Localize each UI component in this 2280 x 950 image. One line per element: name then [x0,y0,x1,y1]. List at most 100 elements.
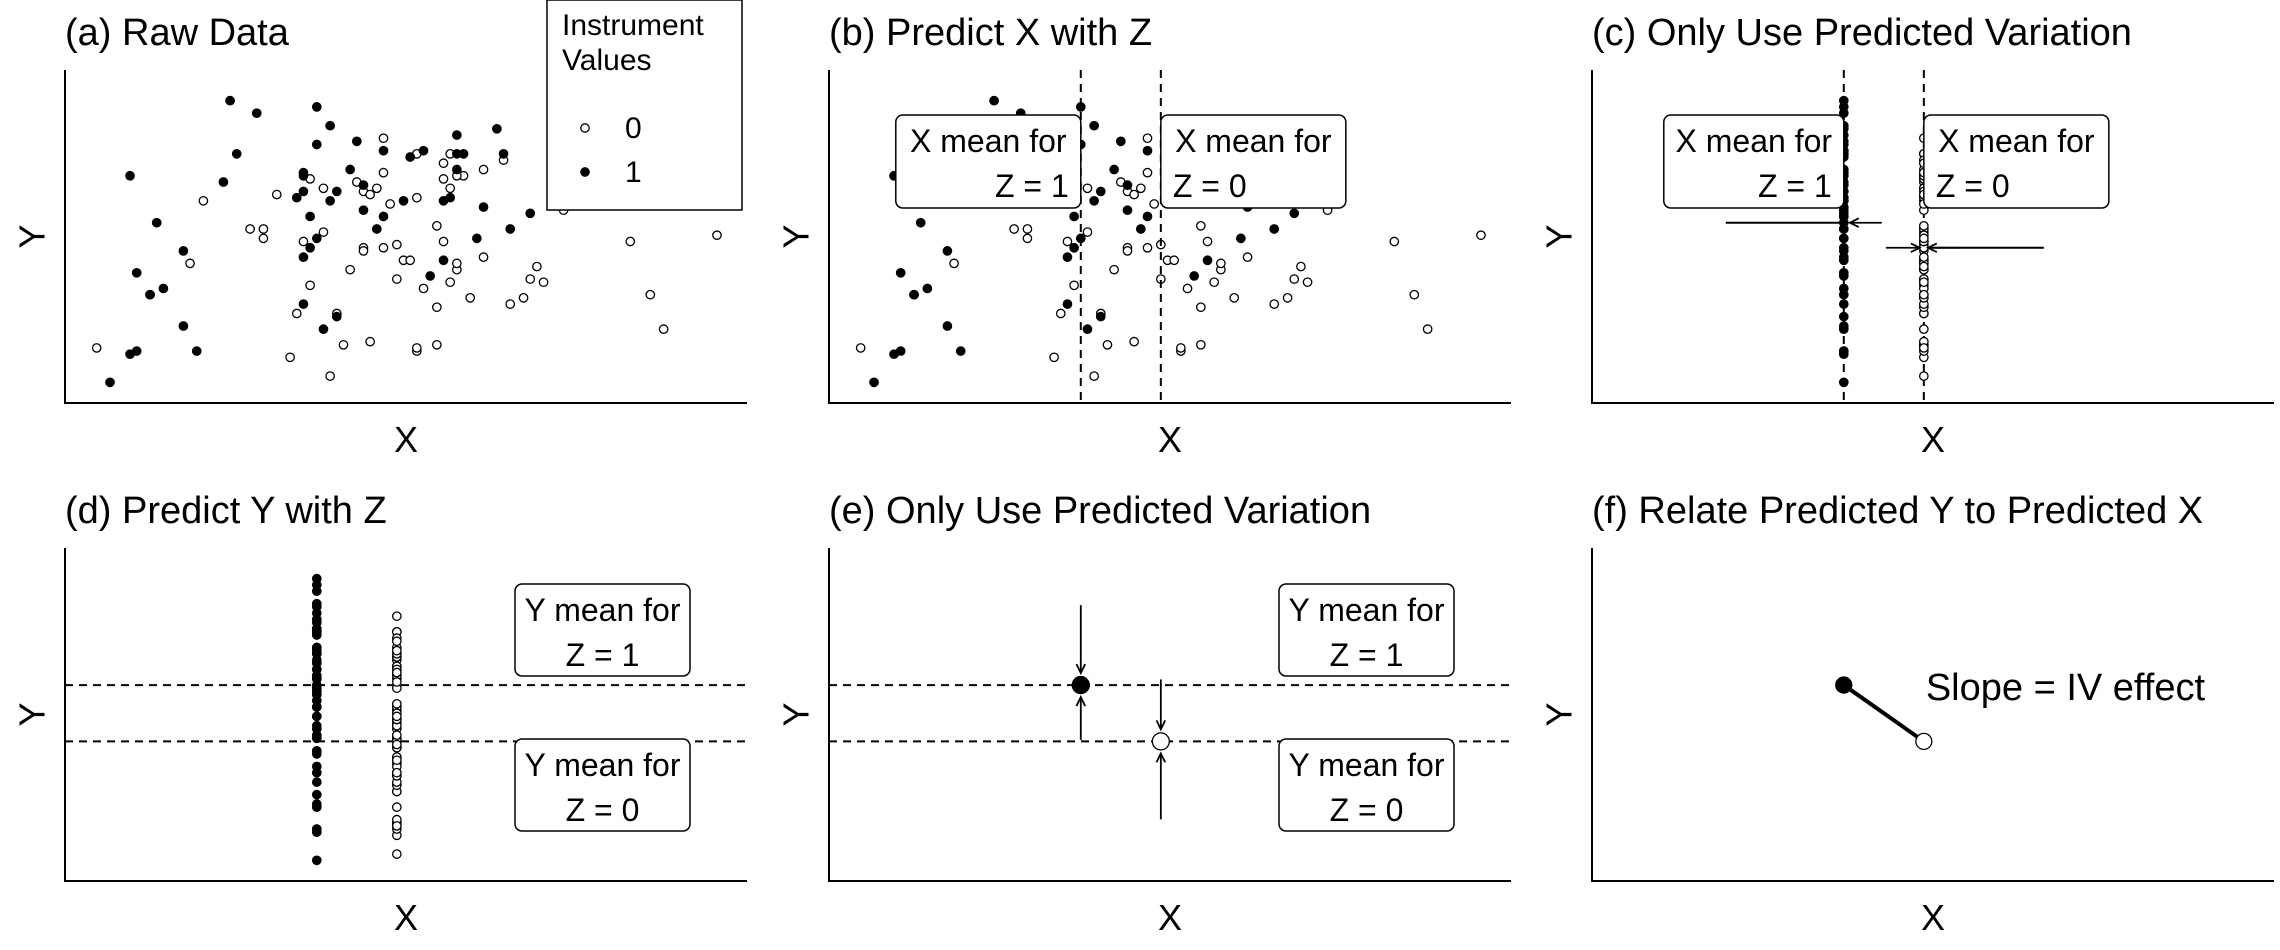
annotation-line: Y mean for [1289,747,1445,783]
panel-c: (c) Only Use Predicted Variation X Y X mean… [1539,12,2274,460]
data-point-z0 [532,261,542,272]
data-point-z1 [218,177,229,187]
slope-line [1842,683,1925,744]
data-point-z0 [505,299,516,309]
y-axis-label: Y [1539,224,1580,248]
data-point-z1 [145,289,155,300]
x-axis-label: X [1158,419,1182,460]
data-point-z0 [1022,233,1033,244]
data-point-z1 [1838,346,1849,356]
data-point-z0 [391,645,402,656]
data-point-z0 [1055,308,1066,319]
data-point-z0 [1135,183,1146,194]
axis-frame [64,548,747,882]
data-point-z1 [869,377,879,388]
data-point-z1 [1062,252,1073,262]
data-point-z1 [1838,102,1849,112]
data-point-z1 [311,802,322,812]
data-point-z0 [391,767,402,778]
data-point-z0 [1149,199,1160,209]
data-point-z0 [258,224,269,234]
data-point-z0 [1062,236,1073,247]
data-point-z1 [505,224,516,234]
axis-frame [64,70,747,404]
data-point-z0 [445,277,456,288]
data-point-z1 [1838,271,1849,281]
data-point-z0 [1196,221,1206,231]
data-point-z1 [131,346,142,356]
mean-label-z1: X mean for Z = 1 [895,114,1082,209]
data-point-z0 [1302,277,1313,288]
data-point-z0 [1476,230,1486,241]
axis-frame [1591,70,2274,404]
data-point-z1 [1838,299,1849,309]
data-point-z0 [1142,167,1153,178]
data-point-z0 [478,252,489,262]
data-point-z0 [391,739,402,750]
data-point-z0 [298,236,309,247]
data-point-z0 [378,167,389,178]
mean-label-z1: Y mean for Z = 1 [514,583,691,677]
data-point-z0 [1082,227,1093,237]
legend-label: 1 [625,156,642,189]
mean-label-z1: X mean for Z = 1 [1663,114,1845,209]
data-point-z1 [311,233,322,244]
data-point-z0 [271,189,282,200]
data-point-z1 [1838,324,1849,334]
data-point-z1 [311,824,322,834]
axis-frame [828,70,1511,404]
data-point-z0 [1102,339,1113,350]
data-point-z0 [431,221,442,231]
data-point-z1 [311,711,322,722]
data-point-z1 [311,749,322,759]
data-point-z0 [91,343,102,353]
data-point-z1 [378,145,389,156]
data-point-z0 [625,236,636,247]
data-point-z1 [1089,195,1099,206]
data-point-z0 [391,730,402,741]
annotation-line: Y mean for [525,747,681,783]
data-point-z0 [325,371,335,381]
data-point-z0 [318,183,329,194]
data-point-z1 [311,627,322,637]
data-point-z1 [311,733,322,744]
data-point-z1 [1095,311,1106,322]
annotation-line: Z = 0 [566,792,640,828]
x-axis-label: X [1921,897,1945,938]
data-point-z1 [955,346,966,356]
data-point-z1 [371,224,382,234]
data-point-z1 [1269,224,1280,234]
data-point-z0 [1022,224,1033,234]
data-point-z1 [909,289,919,300]
data-point-z0 [1109,264,1119,275]
annotation-line: Z = 0 [1330,792,1404,828]
data-point-z0 [645,289,656,300]
data-point-z1 [1142,145,1153,156]
data-point-z0 [438,236,449,247]
data-point-z1 [398,195,409,206]
data-point-z1 [311,686,322,697]
data-point-z1 [191,346,202,356]
data-point-z1 [452,130,462,140]
annotation-line: Z = 0 [1936,168,2010,204]
data-point-z1 [298,299,309,309]
mean-point-z1 [1835,676,1853,694]
data-point-z0 [1202,236,1213,247]
data-point-z0 [538,277,549,288]
data-point-z0 [245,224,255,234]
y-axis-label: Y [776,224,817,248]
data-point-z1 [989,95,999,106]
data-point-z1 [1189,271,1200,281]
data-point-z0 [1175,343,1186,353]
data-point-z1 [358,205,369,216]
data-point-z1 [458,149,469,159]
data-point-z0 [345,264,355,275]
data-point-z0 [1282,292,1293,303]
data-point-z0 [1216,258,1226,269]
axis-frame [1591,548,2274,882]
data-point-z0 [371,183,382,194]
axis-frame [828,548,1511,882]
